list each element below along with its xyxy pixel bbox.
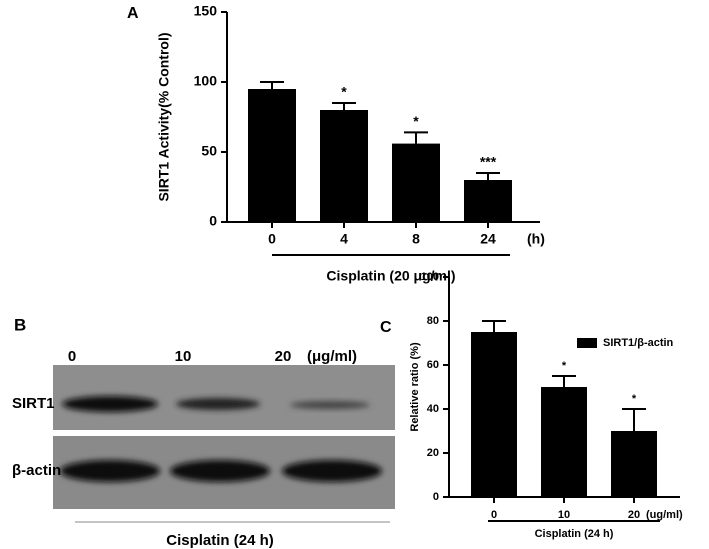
- error-bar: [260, 81, 284, 89]
- y-tick-label: 50: [201, 143, 217, 159]
- error-bar: [622, 408, 646, 431]
- x-tick-label: 4: [340, 231, 348, 247]
- blot-band: [176, 398, 260, 410]
- bar: [541, 387, 587, 497]
- error-bar: [552, 375, 576, 387]
- blot-band: [290, 401, 370, 409]
- bar: [392, 143, 440, 222]
- x-unit: (ug/ml): [646, 509, 683, 521]
- row-label: β-actin: [12, 462, 61, 479]
- x-tick-label: 0: [268, 231, 276, 247]
- blot-band: [282, 460, 382, 482]
- y-tick-label: 150: [194, 3, 218, 19]
- y-tick-label: 0: [209, 213, 217, 229]
- x-tick-label: 20: [628, 509, 640, 521]
- blot-band: [62, 396, 158, 412]
- bar: [471, 332, 517, 497]
- y-tick-label: 100: [194, 73, 218, 89]
- lane-label: 0: [68, 348, 76, 365]
- bar: [248, 89, 296, 222]
- y-tick-label: 0: [433, 491, 439, 503]
- error-bar: [332, 102, 356, 110]
- x-tick-label: 8: [412, 231, 420, 247]
- y-axis-label: SIRT1 Activity(% Control): [156, 32, 172, 201]
- legend-label: SIRT1/β-actin: [603, 337, 674, 349]
- x-unit: (h): [527, 231, 545, 247]
- x-tick-label: 10: [558, 509, 570, 521]
- legend-swatch: [577, 338, 597, 348]
- significance-mark: ***: [480, 154, 497, 170]
- x-axis-label: Cisplatin (20 μg/ml): [326, 268, 455, 284]
- bar: [464, 180, 512, 222]
- significance-mark: *: [341, 84, 347, 100]
- panel-label: B: [14, 315, 26, 334]
- panel-label: A: [127, 5, 139, 22]
- significance-mark: *: [413, 113, 419, 129]
- significance-mark: *: [562, 360, 567, 372]
- y-tick-label: 40: [427, 403, 439, 415]
- blot-band: [170, 460, 270, 482]
- x-tick-label: 24: [480, 231, 496, 247]
- x-tick-label: 0: [491, 509, 497, 521]
- row-label: SIRT1: [12, 395, 55, 412]
- lane-label: 10: [175, 348, 192, 365]
- significance-mark: *: [632, 393, 637, 405]
- y-tick-label: 80: [427, 315, 439, 327]
- y-axis-label: Relative ratio (%): [409, 342, 421, 432]
- lane-label: 20: [275, 348, 292, 365]
- panel-label: C: [380, 319, 392, 336]
- bar: [611, 431, 657, 497]
- error-bar: [404, 131, 428, 144]
- lane-unit: (μg/ml): [307, 348, 357, 365]
- error-bar: [476, 172, 500, 180]
- bar: [320, 110, 368, 222]
- y-tick-label: 20: [427, 447, 439, 459]
- x-axis-label: Cisplatin (24 h): [535, 528, 614, 540]
- caption: Cisplatin (24 h): [166, 532, 274, 549]
- y-tick-label: 60: [427, 359, 439, 371]
- blot-band: [60, 460, 160, 482]
- y-tick-label: 100: [421, 271, 439, 283]
- error-bar: [482, 320, 506, 332]
